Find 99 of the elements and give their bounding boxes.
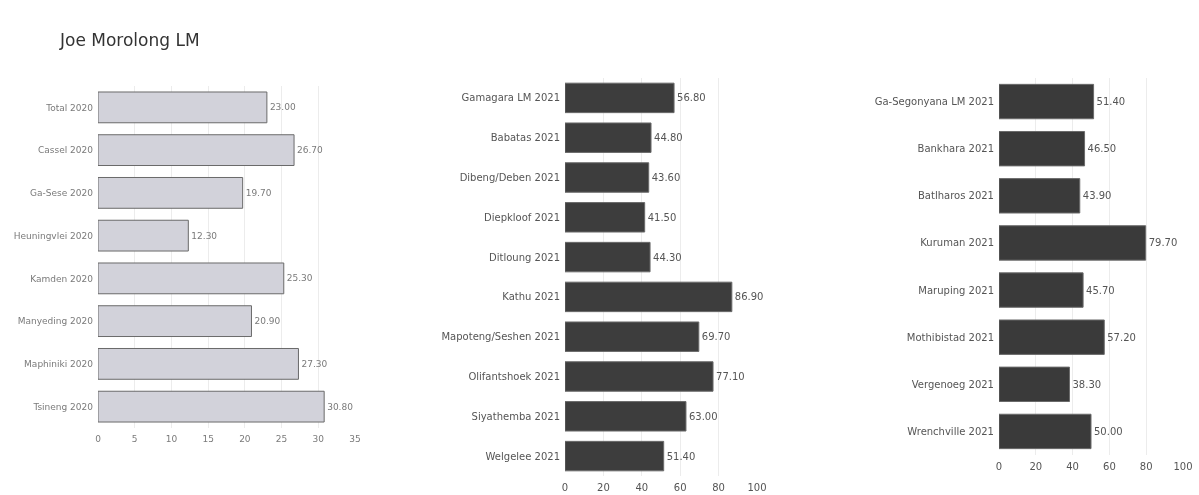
y-tick-label: Kuruman 2021 — [920, 237, 994, 249]
y-tick-label: Ga-Sese 2020 — [30, 188, 94, 199]
data-label: 51.40 — [666, 450, 696, 462]
data-label: 44.80 — [654, 132, 683, 144]
data-label: 69.70 — [701, 331, 731, 343]
bar — [999, 319, 1105, 355]
x-tick-label: 80 — [1139, 461, 1153, 472]
bar — [565, 122, 652, 153]
bar — [565, 361, 714, 392]
x-tick-label: 60 — [673, 482, 687, 493]
data-label: 46.50 — [1087, 143, 1117, 155]
data-label: 79.70 — [1148, 237, 1178, 249]
bar — [98, 219, 189, 252]
x-tick-label: 15 — [202, 434, 214, 444]
data-label: 63.00 — [688, 410, 718, 422]
data-label: 26.70 — [297, 145, 324, 156]
data-label: 57.20 — [1107, 331, 1136, 343]
y-tick-label: Kathu 2021 — [502, 291, 560, 303]
x-tick-label: 35 — [349, 434, 361, 444]
bar — [565, 440, 665, 472]
y-tick-label: Total 2020 — [45, 102, 94, 113]
x-tick-label: 40 — [635, 482, 649, 493]
y-tick-label: Siyathemba 2021 — [471, 410, 560, 422]
y-tick-label: Tsineng 2020 — [32, 401, 94, 412]
y-tick-label: Maphiniki 2020 — [24, 359, 94, 370]
data-label: 44.30 — [653, 251, 682, 263]
bar — [98, 262, 285, 295]
bar — [565, 162, 650, 193]
x-tick-label: 20 — [239, 434, 251, 444]
bar — [565, 202, 646, 233]
y-tick-label: Cassel 2020 — [38, 145, 94, 156]
x-tick-label: 100 — [747, 482, 767, 493]
chart-title: Joe Morolong LM — [59, 29, 200, 50]
data-label: 41.50 — [647, 211, 677, 223]
x-tick-label: 5 — [131, 434, 138, 444]
bar — [999, 130, 1086, 167]
bar — [565, 401, 687, 432]
x-tick-label: 20 — [1029, 461, 1043, 472]
data-label: 51.40 — [1096, 96, 1126, 108]
bar — [999, 272, 1084, 308]
bar — [98, 91, 268, 124]
x-tick-label: 0 — [995, 461, 1003, 472]
x-tick-label: 80 — [712, 482, 725, 493]
bar — [98, 347, 299, 380]
bar — [98, 305, 252, 338]
bar — [565, 321, 700, 352]
data-label: 77.10 — [716, 371, 745, 382]
y-tick-label: Ditloung 2021 — [489, 251, 560, 263]
y-tick-label: Vergenoeg 2021 — [911, 378, 994, 390]
data-label: 43.60 — [651, 172, 681, 183]
data-label: 38.30 — [1072, 378, 1102, 390]
bar — [999, 413, 1092, 450]
bar — [98, 134, 295, 167]
y-tick-label: Maruping 2021 — [918, 284, 994, 296]
x-tick-label: 10 — [165, 434, 178, 444]
data-label: 50.00 — [1094, 425, 1123, 437]
data-label: 23.00 — [269, 102, 296, 113]
data-label: 25.30 — [286, 273, 313, 284]
bar — [98, 176, 244, 209]
x-tick-label: 25 — [275, 434, 288, 444]
y-tick-label: Batlharos 2021 — [917, 190, 994, 202]
data-label: 45.70 — [1086, 284, 1115, 296]
data-label: 20.90 — [254, 316, 281, 327]
x-tick-label: 30 — [312, 434, 325, 444]
data-label: 30.80 — [327, 401, 354, 412]
x-tick-label: 100 — [1173, 461, 1193, 472]
y-tick-label: Manyeding 2020 — [17, 316, 94, 327]
data-label: 86.90 — [734, 291, 764, 303]
y-tick-label: Wrenchville 2021 — [907, 425, 994, 437]
y-tick-label: Gamagara LM 2021 — [461, 92, 560, 104]
bar — [98, 390, 325, 423]
data-label: 56.80 — [677, 92, 706, 104]
y-tick-label: Bankhara 2021 — [917, 143, 994, 155]
bar — [565, 281, 733, 313]
y-tick-label: Babatas 2021 — [490, 132, 560, 144]
y-tick-label: Mothibistad 2021 — [906, 331, 994, 343]
x-tick-label: 20 — [597, 482, 610, 493]
y-tick-label: Ga-Segonyana LM 2021 — [874, 96, 994, 108]
bar — [999, 225, 1147, 261]
bar — [999, 83, 1095, 120]
x-tick-label: 40 — [1066, 461, 1079, 472]
y-tick-label: Heuningvlei 2020 — [13, 230, 94, 241]
y-tick-label: Olifantshoek 2021 — [468, 371, 560, 382]
data-label: 27.30 — [301, 358, 328, 369]
bar — [999, 366, 1070, 403]
bar — [565, 241, 651, 273]
bar — [999, 178, 1081, 214]
bar — [565, 82, 675, 114]
y-tick-label: Diepkloof 2021 — [484, 211, 560, 223]
data-label: 43.90 — [1082, 190, 1112, 202]
x-tick-label: 0 — [95, 434, 102, 444]
y-tick-label: Mapoteng/Seshen 2021 — [441, 331, 560, 343]
x-tick-label: 0 — [561, 482, 569, 493]
y-tick-label: Welgelee 2021 — [485, 450, 560, 462]
data-label: 12.30 — [191, 230, 218, 241]
data-label: 19.70 — [245, 187, 272, 198]
y-tick-label: Dibeng/Deben 2021 — [459, 172, 560, 183]
y-tick-label: Kamden 2020 — [30, 273, 94, 284]
x-tick-label: 60 — [1103, 461, 1116, 472]
